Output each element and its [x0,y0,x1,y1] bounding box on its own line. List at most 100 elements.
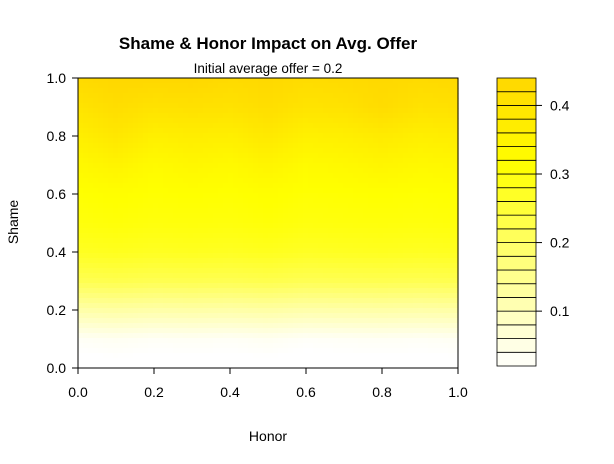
heatmap-cell [348,303,354,309]
heatmap-cell [238,253,244,259]
heatmap-cell [208,218,214,224]
heatmap-cell [338,283,344,289]
heatmap-cell [188,363,194,369]
heatmap-cell [238,338,244,344]
heatmap-cell [173,318,179,324]
heatmap-cell [178,168,184,174]
heatmap-cell [258,118,264,124]
heatmap-cell [263,118,269,124]
heatmap-cell [138,153,144,159]
heatmap-cell [88,113,94,119]
heatmap-cell [383,213,389,219]
heatmap-cell [228,218,234,224]
heatmap-cell [243,313,249,319]
colorbar-level [496,91,537,106]
heatmap-cell [208,288,214,294]
heatmap-cell [323,168,329,174]
heatmap-cell [408,293,414,299]
heatmap-cell [398,188,404,194]
heatmap-cell [318,203,324,209]
heatmap-cell [398,233,404,239]
heatmap-cell [108,258,114,264]
heatmap-cell [83,233,89,239]
heatmap-cell [313,313,319,319]
heatmap-cell [408,93,414,99]
heatmap-cell [193,238,199,244]
heatmap-cell [188,248,194,254]
heatmap-cell [393,363,399,369]
heatmap-cell [188,223,194,229]
heatmap-cell [453,283,459,289]
heatmap-cell [263,183,269,189]
heatmap-cell [413,358,419,364]
heatmap-cell [108,183,114,189]
heatmap-cell [373,303,379,309]
heatmap-cell [253,238,259,244]
heatmap-cell [93,293,99,299]
heatmap-cell [258,193,264,199]
heatmap-cell [158,93,164,99]
heatmap-cell [93,238,99,244]
heatmap-cell [413,288,419,294]
heatmap-cell [158,313,164,319]
heatmap-cell [213,93,219,99]
heatmap-cell [423,168,429,174]
heatmap-cell [118,313,124,319]
heatmap-cell [133,283,139,289]
heatmap-cell [453,213,459,219]
heatmap-cell [403,298,409,304]
heatmap-cell [383,108,389,114]
heatmap-cell [168,263,174,269]
heatmap-cell [288,263,294,269]
heatmap-cell [213,108,219,114]
heatmap-cell [123,293,129,299]
heatmap-cell [143,248,149,254]
heatmap-cell [378,223,384,229]
heatmap-cell [168,123,174,129]
heatmap-cell [83,168,89,174]
heatmap-cell [173,273,179,279]
heatmap-cell [223,313,229,319]
heatmap-cell [258,218,264,224]
heatmap-cell [358,238,364,244]
heatmap-cell [163,213,169,219]
heatmap-cell [408,333,414,339]
heatmap-cell [203,218,209,224]
heatmap-cell [103,108,109,114]
heatmap-cell [93,253,99,259]
heatmap-cell [233,363,239,369]
heatmap-cell [148,313,154,319]
heatmap-cell [363,338,369,344]
heatmap-cell [373,363,379,369]
heatmap-cell [408,143,414,149]
heatmap-cell [93,78,99,84]
heatmap-cell [258,133,264,139]
heatmap-cell [163,98,169,104]
heatmap-cell [208,83,214,89]
heatmap-cell [258,348,264,354]
heatmap-cell [128,303,134,309]
heatmap-cell [443,173,449,179]
heatmap-cell [408,163,414,169]
heatmap-cell [183,283,189,289]
heatmap-cell [128,308,134,314]
heatmap-cell [193,108,199,114]
heatmap-cell [93,118,99,124]
heatmap-cell [388,83,394,89]
heatmap-cell [168,168,174,174]
heatmap-cell [443,113,449,119]
heatmap-cell [408,78,414,84]
heatmap-cell [218,208,224,214]
heatmap-cell [178,208,184,214]
heatmap-cell [88,118,94,124]
chart-title: Shame & Honor Impact on Avg. Offer [119,34,418,53]
heatmap-cell [388,193,394,199]
heatmap-cell [343,288,349,294]
heatmap-cell [248,313,254,319]
heatmap-cell [228,338,234,344]
heatmap-cell [273,278,279,284]
heatmap-cell [378,253,384,259]
heatmap-cell [83,123,89,129]
heatmap-cell [78,353,84,359]
heatmap-cell [418,198,424,204]
